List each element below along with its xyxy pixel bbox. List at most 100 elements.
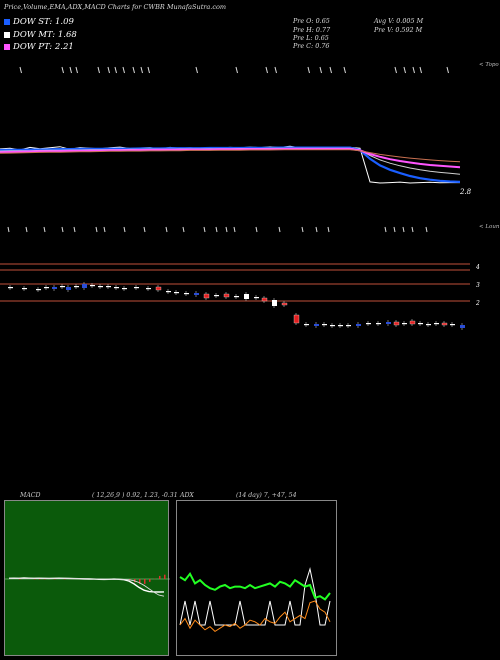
mid-tick <box>203 226 206 233</box>
mid-tick <box>411 226 414 233</box>
candle <box>409 320 416 325</box>
candle <box>304 324 309 326</box>
candle <box>434 323 439 325</box>
macd-hist-bar <box>139 579 141 584</box>
candle <box>418 323 423 325</box>
macd-label: MACD <box>20 492 41 499</box>
adx-panel <box>176 500 337 656</box>
dow-mt-value: DOW MT: 1.68 <box>13 30 77 40</box>
prev-close: Pre C: 0.76 <box>293 42 330 50</box>
mid-tick <box>123 226 126 233</box>
last-price-label: 2.8 <box>460 188 472 196</box>
candle <box>8 287 13 289</box>
prev-high: Pre H: 0.77 <box>293 26 331 34</box>
legend-dow-mt: DOW MT: 1.68 <box>4 30 77 41</box>
mid-tick <box>225 226 228 233</box>
mid-tick <box>301 226 304 233</box>
candle <box>261 297 268 302</box>
top-tick <box>412 66 415 74</box>
adx-label: ADX <box>180 492 194 499</box>
candle <box>22 288 27 290</box>
macd-hist-bar <box>34 579 36 580</box>
candle <box>441 322 448 326</box>
candle <box>44 287 49 289</box>
mid-tick <box>43 226 46 233</box>
candle <box>134 287 139 289</box>
top-tick <box>140 66 143 74</box>
adx-series-adx <box>179 567 331 626</box>
mid-tick <box>402 226 405 233</box>
adx-params: (14 day) 7, +47, 54 <box>236 492 297 499</box>
mid-tick <box>73 226 76 233</box>
macd-hist-bar <box>149 579 151 582</box>
top-tick <box>446 66 449 74</box>
level-bands <box>0 263 470 302</box>
candle <box>36 289 41 291</box>
legend-dow-st: DOW ST: 1.09 <box>4 17 74 28</box>
dow-pt-value: DOW PT: 2.21 <box>13 42 74 52</box>
candle <box>366 323 371 325</box>
top-tick <box>274 66 277 74</box>
candle <box>314 324 319 326</box>
candle <box>346 325 351 327</box>
macd-params: ( 12,26,9 ) 0.92, 1.23, -0.31 <box>92 492 178 499</box>
candle <box>194 293 199 295</box>
mid-tick <box>25 226 28 233</box>
adx-chart <box>179 567 331 633</box>
mid-tick <box>7 226 10 233</box>
candle <box>426 324 431 326</box>
top-tick <box>69 66 72 74</box>
macd-hist-bar <box>39 579 41 580</box>
mid-tick <box>425 226 428 233</box>
prev-open: Pre O: 0.65 <box>293 17 330 25</box>
ema-lines <box>0 145 461 184</box>
candle <box>184 293 189 295</box>
candle <box>106 286 111 288</box>
candle <box>214 295 219 297</box>
level-2-label: 2 <box>476 300 480 307</box>
top-tick <box>97 66 100 74</box>
chart-title: Price,Volume,EMA,ADX,MACD Charts for CWB… <box>4 3 227 11</box>
macd-hist-bar <box>19 579 21 580</box>
top-tick <box>114 66 117 74</box>
volume-ticks-top <box>19 66 449 74</box>
mid-tick <box>143 226 146 233</box>
top-tick <box>147 66 150 74</box>
candle <box>293 314 300 324</box>
top-tick <box>75 66 78 74</box>
series-ema4 <box>0 149 461 163</box>
mid-tick <box>315 226 318 233</box>
level-3-label: 3 <box>476 282 480 289</box>
top-tick <box>195 66 198 74</box>
topo-label: < Topo <box>479 62 499 68</box>
candle <box>60 286 65 288</box>
prev-volume: Pre V: 0.592 M <box>374 26 423 34</box>
macd-panel <box>4 500 170 656</box>
candle <box>460 325 465 328</box>
mt-swatch <box>4 32 10 38</box>
loun-label: < Loun <box>479 224 500 230</box>
top-tick <box>343 66 346 74</box>
adx-series-+di <box>179 600 331 633</box>
candle <box>393 321 400 326</box>
candle <box>174 292 179 294</box>
top-tick <box>307 66 310 74</box>
level-4-label: 4 <box>476 264 480 271</box>
mid-tick <box>95 226 98 233</box>
top-tick <box>132 66 135 74</box>
adx-series--di <box>179 571 331 601</box>
candle <box>166 291 171 293</box>
legend-dow-pt: DOW PT: 2.21 <box>4 42 74 53</box>
candle <box>254 297 259 299</box>
candle <box>66 287 71 290</box>
candle <box>114 287 119 289</box>
mid-tick <box>61 226 64 233</box>
macd-hist-bar <box>54 579 56 580</box>
candle <box>330 325 335 327</box>
top-tick <box>265 66 268 74</box>
volume-ticks-mid <box>7 226 428 233</box>
top-tick <box>419 66 422 74</box>
mid-tick <box>393 226 396 233</box>
mid-tick <box>233 226 236 233</box>
candle <box>356 324 361 326</box>
